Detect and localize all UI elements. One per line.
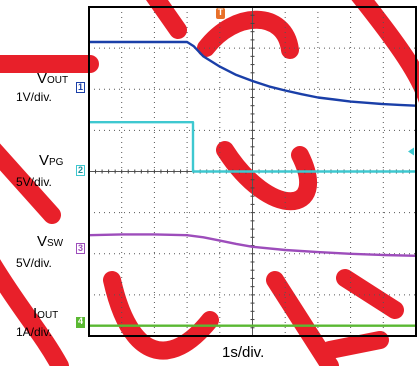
vsw-label-sub: SW xyxy=(47,238,64,249)
trace-ch2 xyxy=(89,120,416,173)
trigger-marker: T xyxy=(216,7,225,19)
plot-frame xyxy=(88,6,417,337)
ch2-level-arrow xyxy=(408,147,414,156)
vout-label: VOUT xyxy=(37,71,68,86)
time-scale-label: 1s/div. xyxy=(222,344,265,361)
iout-scale: 1A/div. xyxy=(16,325,52,339)
vout-label-main: V xyxy=(37,70,48,87)
trace-ch1 xyxy=(89,40,417,107)
vsw-scale: 5V/div. xyxy=(16,256,52,270)
traces xyxy=(88,40,417,327)
iout-label-main: I xyxy=(33,305,38,322)
vout-label-sub: OUT xyxy=(47,75,69,86)
vpg-scale: 5V/div. xyxy=(16,175,52,189)
vsw-label-main: V xyxy=(37,233,48,250)
vpg-label-main: V xyxy=(39,152,50,169)
vpg-label: VPG xyxy=(39,153,63,168)
trace-ch3 xyxy=(88,233,417,257)
ch2-marker: 2 xyxy=(76,165,85,176)
vout-scale: 1V/div. xyxy=(16,90,52,104)
ch4-marker: 4 xyxy=(76,316,85,328)
ch3-marker: 3 xyxy=(76,243,85,254)
ch1-marker: 1 xyxy=(76,82,85,93)
iout-label-sub: OUT xyxy=(37,310,59,321)
vsw-label: VSW xyxy=(37,234,63,249)
iout-label: IOUT xyxy=(33,306,58,321)
vpg-label-sub: PG xyxy=(49,157,64,168)
